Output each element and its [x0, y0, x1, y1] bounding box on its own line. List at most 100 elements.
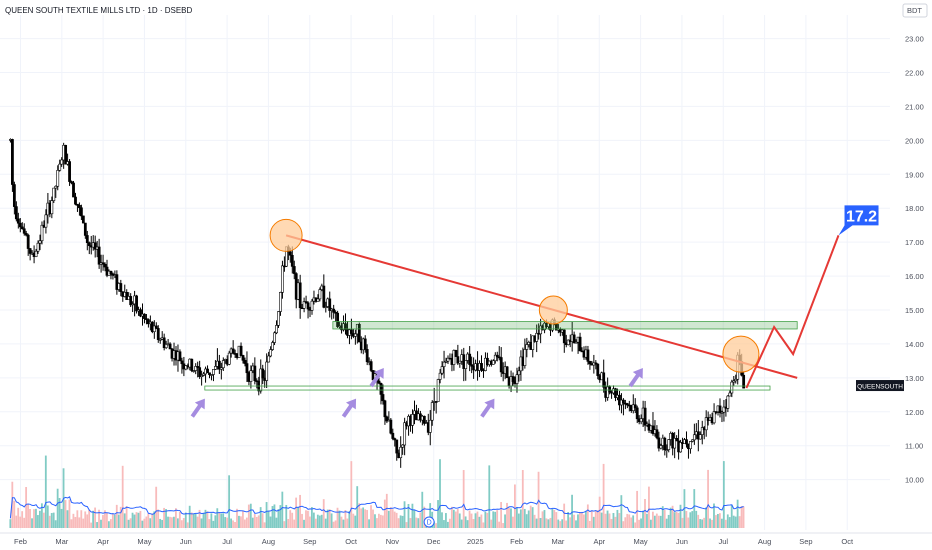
volume-bar [417, 518, 420, 528]
candle-body [93, 242, 97, 250]
up-arrow-icon [369, 368, 384, 388]
candle-body [79, 207, 83, 217]
volume-bar [448, 518, 451, 528]
candle-body [83, 222, 87, 236]
volume-bar [17, 507, 20, 528]
x-tick-label: May [137, 537, 151, 546]
volume-bar [196, 516, 199, 528]
candle-body [714, 411, 718, 413]
candle-body [704, 417, 708, 431]
candle-body [85, 235, 89, 243]
volume-bar [579, 512, 581, 528]
volume-bar [362, 507, 365, 528]
volume-bar [612, 512, 615, 528]
volume-bar [525, 514, 528, 528]
volume-bar [212, 520, 215, 528]
volume-bar [98, 509, 100, 528]
volume-bar [496, 510, 499, 528]
candle-body [279, 292, 282, 312]
candle-body [115, 274, 119, 290]
candle-body [586, 349, 590, 362]
candle-body [192, 370, 196, 372]
volume-bar [307, 510, 309, 528]
candle-body [156, 328, 160, 340]
candle-body [395, 439, 399, 454]
volume-bar [389, 507, 392, 528]
volume-bar [709, 518, 711, 528]
candle-body [198, 367, 202, 377]
volume-bar [271, 506, 274, 528]
volume-bar [468, 510, 471, 528]
volume-bar [242, 510, 244, 528]
candle-body [277, 311, 280, 326]
currency-badge[interactable]: BDT [902, 3, 928, 18]
candle-body [81, 215, 85, 224]
volume-bar [129, 518, 132, 528]
volume-bar [295, 497, 298, 528]
volume-bar [460, 519, 463, 528]
volume-bar [610, 518, 613, 528]
volume-bar [673, 512, 676, 528]
candle-body [125, 292, 129, 301]
volume-bar [342, 519, 345, 528]
volume-bar [533, 514, 536, 528]
volume-bar [15, 515, 18, 528]
volume-bar [626, 513, 629, 528]
volume-bar [512, 516, 514, 528]
y-tick-label: 14.00 [905, 340, 924, 349]
volume-bar [141, 520, 144, 528]
candle-body [495, 354, 499, 358]
candle-body [480, 363, 483, 371]
candle-body [698, 434, 702, 440]
candle-body [76, 203, 79, 206]
volume-bar [582, 514, 585, 528]
volume-bar [206, 511, 209, 528]
volume-bar [620, 495, 623, 528]
candle-body [566, 339, 570, 345]
candle-body [399, 446, 403, 459]
candle-body [243, 360, 247, 364]
volume-bar [636, 490, 639, 528]
candle-body [60, 159, 64, 165]
y-tick-label: 22.00 [905, 69, 924, 78]
candle-body [241, 355, 245, 361]
volume-bar [42, 512, 45, 528]
x-tick-label: Aug [758, 537, 771, 546]
volume-bar [478, 516, 481, 528]
volume-bar [383, 499, 386, 528]
volume-bar [624, 517, 627, 528]
volume-bar [655, 513, 658, 528]
candle-body [588, 361, 592, 365]
candle-body [38, 240, 42, 244]
volume-bar [86, 514, 89, 528]
candle-body [726, 395, 730, 409]
volume-bar [68, 499, 71, 528]
candle-body [273, 332, 276, 343]
candle-body [50, 200, 54, 215]
candle-body [208, 372, 211, 375]
volume-bar [107, 521, 110, 528]
candle-body [336, 312, 340, 327]
volume-bar [515, 507, 518, 528]
volume-bar [608, 513, 611, 528]
candle-body [145, 318, 148, 320]
projection-path [745, 235, 840, 389]
volume-bar [464, 516, 467, 528]
candle-body [411, 414, 414, 426]
candle-body [180, 360, 184, 365]
volume-bar [368, 519, 370, 528]
candle-body [655, 429, 659, 439]
volume-bar [590, 511, 593, 528]
volume-bar [285, 504, 288, 528]
candle-body [491, 360, 495, 365]
candle-body [328, 298, 332, 311]
candle-body [147, 319, 150, 325]
volume-bar [334, 520, 337, 528]
candle-body [22, 228, 26, 234]
volume-bar [37, 515, 39, 528]
candle-body [212, 369, 215, 375]
candle-body [304, 301, 308, 304]
x-tick-label: Oct [841, 537, 854, 546]
volume-bar [151, 513, 154, 528]
